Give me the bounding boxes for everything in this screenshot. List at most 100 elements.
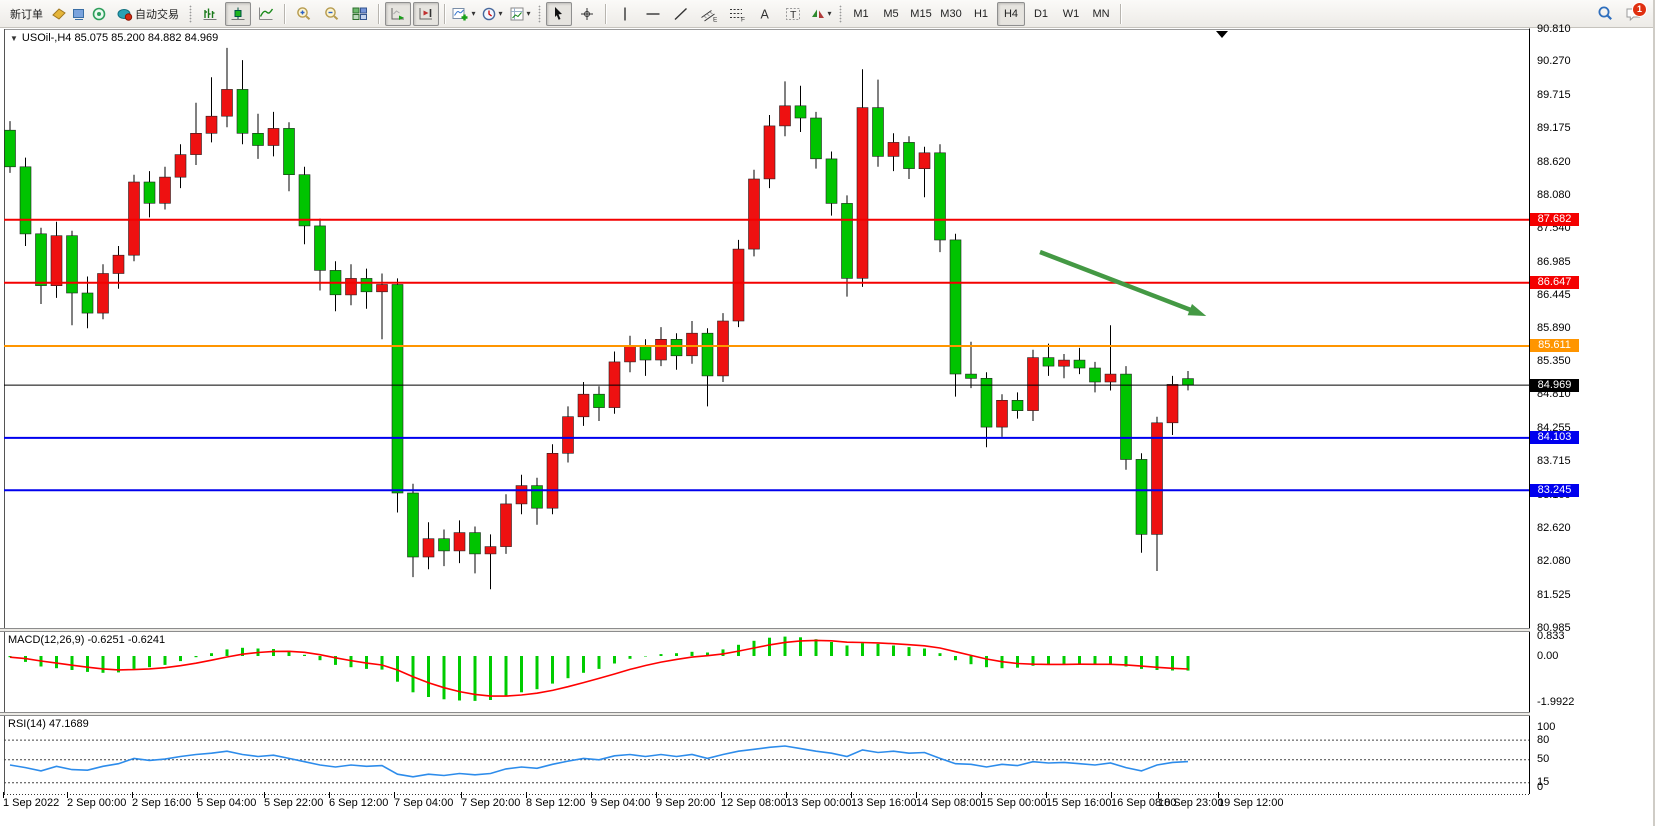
chevron-down-icon: ▾ [471,9,476,18]
candle-body [453,532,466,552]
price-tick: 86.445 [1537,288,1571,301]
price-tick: 90.810 [1537,22,1571,35]
toolbar-drag-handle[interactable] [189,4,192,23]
toolbar-separator [444,3,446,24]
time-label: 16 Sep 08:00 [1111,797,1177,809]
toolbar-separator [284,3,286,24]
add-indicator-button[interactable]: ▾ [451,2,477,26]
candle-body [670,338,683,357]
candle-body [376,284,388,293]
candle-body [965,373,977,379]
candle-body [391,284,404,494]
new-order-button[interactable]: 新订单 [5,2,48,26]
time-label: 13 Sep 00:00 [786,797,852,809]
candle-body [500,503,512,547]
candlestick-chart-button[interactable] [225,1,251,26]
time-label: 2 Sep 16:00 [132,797,192,809]
panel-splitter[interactable] [0,712,1530,716]
rsi-tick: 50 [1537,753,1550,766]
new-order-label: 新订单 [10,8,43,21]
chevron-down-icon: ▾ [526,9,531,18]
price-axis: 90.810 90.270 89.715 89.175 88.620 88.080 87.5… [1530,23,1655,812]
timeframe-m30[interactable]: M30 [940,7,962,20]
candle-body [205,115,218,134]
data-window-icon[interactable] [69,4,89,24]
equidistant-channel-button[interactable]: E [696,2,722,26]
timeframe-h4[interactable]: H4 [997,1,1025,26]
vertical-line-button[interactable] [612,2,638,26]
candle-body [128,181,140,256]
navigator-icon[interactable] [89,4,109,24]
market-watch-icon[interactable] [49,4,69,24]
rsi-tick: 80 [1537,733,1550,746]
templates-button[interactable]: ▾ [507,2,533,26]
candle-body [267,128,280,146]
chart-shift-button[interactable] [413,1,439,26]
text-button[interactable]: A [752,2,778,26]
bar-chart-button[interactable] [197,2,223,26]
trend-arrow[interactable] [1039,249,1197,315]
periods-button[interactable]: ▾ [479,2,505,26]
time-label: 15 Sep 16:00 [1046,797,1112,809]
timeframe-d1[interactable]: D1 [1033,7,1049,20]
candle-body [190,133,202,155]
candle-body [577,393,590,418]
panel-splitter[interactable] [0,628,1530,632]
symbol-ohlc-text: USOil-,H4 85.075 85.200 84.882 84.969 [21,32,219,44]
candle-body [562,416,574,454]
candle-body [422,538,435,558]
candle-body [748,178,760,250]
timeframe-m15[interactable]: M15 [910,7,932,20]
candle-body [221,89,233,117]
line-chart-button[interactable] [253,2,279,26]
svg-text:T: T [790,9,797,21]
price-tick: 86.985 [1537,255,1571,268]
trend-line-button[interactable] [668,2,694,26]
timeframe-m5[interactable]: M5 [883,7,899,20]
rsi-tick: 100 [1537,720,1556,733]
symbol-dropdown-icon[interactable]: ▼ [10,33,18,43]
zoom-out-button[interactable] [319,2,345,26]
price-tick: 82.620 [1537,521,1571,534]
rsi-label: RSI(14) 47.1689 [8,718,89,730]
horizontal-line-button[interactable] [640,2,666,26]
search-button[interactable] [1592,2,1618,26]
price-tick: 85.890 [1537,322,1571,335]
toolbar-separator [605,3,607,24]
candle-body [856,107,869,279]
arrow-objects-button[interactable]: ▾ [808,2,834,26]
candle-body [1166,384,1179,424]
auto-scroll-button[interactable] [385,1,411,26]
trend-arrow-head [1187,303,1207,316]
timeframe-mn[interactable]: MN [1092,7,1110,20]
price-tick: 88.080 [1537,188,1571,201]
timeframe-w1[interactable]: W1 [1062,7,1080,20]
tile-windows-button[interactable] [347,2,373,26]
time-label: 12 Sep 08:00 [721,797,787,809]
cursor-button[interactable] [546,1,572,26]
text-label-button[interactable]: T [780,2,806,26]
chevron-down-icon: ▾ [498,9,503,18]
candle-body [345,278,357,296]
crosshair-button[interactable] [574,2,600,26]
zoom-in-button[interactable] [291,2,317,26]
candle-body [639,345,652,361]
candles [4,47,1194,590]
chart-symbol-label: ▼ USOil-,H4 85.075 85.200 84.882 84.969 [10,32,218,44]
candle-body [484,546,497,555]
window-edge [1653,0,1655,826]
candle-body [1120,373,1132,460]
notifications-button[interactable]: 1 [1620,1,1647,26]
price-badge: 86.647 [1530,276,1579,290]
macd-tick: 0.00 [1537,649,1559,662]
timeframe-m1[interactable]: M1 [853,7,869,20]
timeframe-h1[interactable]: H1 [973,7,989,20]
fibonacci-retracement-button[interactable]: F [724,2,750,26]
candle-body [236,89,249,134]
toolbar-drag-handle[interactable] [538,4,541,23]
notification-badge: 1 [1632,1,1647,17]
toolbar-drag-handle[interactable] [839,4,842,23]
auto-trading-button[interactable]: 自动交易 [110,2,184,26]
price-badge: 83.245 [1530,483,1579,497]
